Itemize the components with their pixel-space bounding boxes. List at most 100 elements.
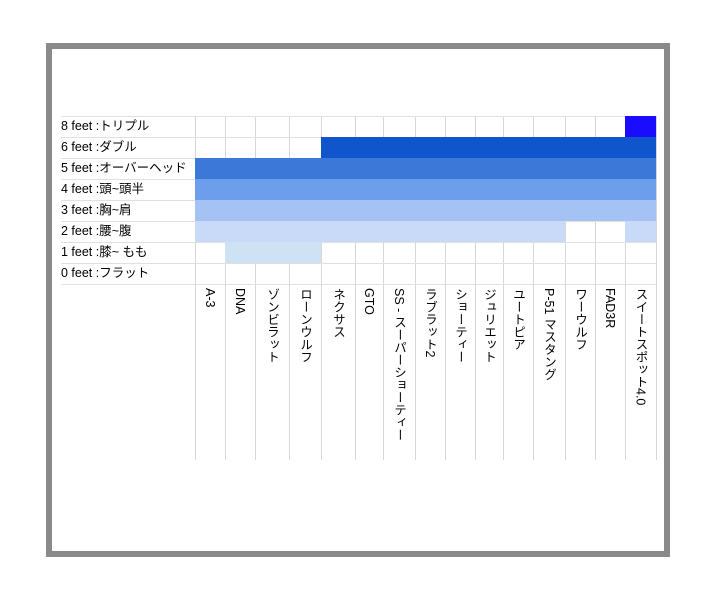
grid-line-vertical [355,116,356,460]
heatmap-cell [355,221,383,242]
heatmap-cell [595,200,625,221]
grid-line-vertical [656,116,657,460]
heatmap-cell [383,200,415,221]
column-label: FAD3R [603,288,617,329]
heatmap-cell [445,158,475,179]
heatmap-cell [475,158,503,179]
heatmap-cell [255,158,289,179]
column-label: A-3 [203,288,217,308]
heatmap-cell [225,158,255,179]
row-label: 3 feet :胸~肩 [61,203,132,217]
column-label: スイートスポット4.0 [633,288,648,406]
column-label: ゾンビラット [265,288,279,363]
heatmap-cell [255,242,289,263]
heatmap-cell [565,200,595,221]
column-label: ジュリエット [482,288,496,363]
heatmap-cell [503,158,533,179]
grid-line-vertical [225,116,226,460]
heatmap-cell [445,179,475,200]
heatmap-cell [289,200,321,221]
heatmap-cell [625,137,656,158]
heatmap-cell [415,179,445,200]
grid-line-vertical [195,116,196,460]
column-label: ショーティー [453,288,467,363]
row-label: 1 feet :膝~ もも [61,245,148,259]
column-label: DNA [233,288,247,315]
heatmap-cell [625,179,656,200]
heatmap-cell [255,200,289,221]
heatmap-cell [195,179,225,200]
heatmap-cell [503,200,533,221]
heatmap-cell [533,158,565,179]
grid-line-vertical [255,116,256,460]
heatmap-cell [289,221,321,242]
heatmap-cell [255,179,289,200]
heatmap-cell [533,200,565,221]
grid-line-vertical [625,116,626,460]
grid-line-vertical [503,116,504,460]
column-label: P-51 マスタング [542,288,556,381]
column-label: ユートピア [511,288,525,351]
row-label: 6 feet :ダブル [61,140,137,154]
heatmap-cell [225,242,255,263]
grid-line-vertical [289,116,290,460]
heatmap-cell [195,200,225,221]
grid-line-horizontal [61,242,656,243]
heatmap-cell [415,158,445,179]
grid-line-horizontal [61,263,656,264]
heatmap-cell [565,158,595,179]
grid-line-horizontal [61,284,656,285]
heatmap-cell [533,137,565,158]
column-label: SS - スーパーショーティー [392,288,406,441]
heatmap-cell [383,137,415,158]
heatmap-cell [625,200,656,221]
grid-line-vertical [565,116,566,460]
heatmap-cell [355,158,383,179]
grid-line-vertical [475,116,476,460]
heatmap-cell [383,179,415,200]
heatmap-cell [595,158,625,179]
heatmap-cell [533,221,565,242]
heatmap-cell [415,221,445,242]
column-label: ローンウルフ [298,288,312,363]
heatmap-cell [321,179,355,200]
heatmap-cell [383,158,415,179]
heatmap-cell [225,200,255,221]
row-label: 4 feet :頭~頭半 [61,182,145,196]
column-label: ネクサス [331,288,345,338]
heatmap-cell [475,137,503,158]
grid-line-vertical [445,116,446,460]
column-label: ラブラット2 [423,288,437,358]
grid-line-horizontal [61,116,656,117]
heatmap-cell [195,158,225,179]
heatmap-cell [321,221,355,242]
heatmap-cell [445,200,475,221]
grid-line-vertical [321,116,322,460]
grid-line-vertical [415,116,416,460]
heatmap-cell [415,137,445,158]
row-label: 2 feet :腰~腹 [61,224,132,238]
heatmap-cell [565,137,595,158]
heatmap-cell [445,137,475,158]
heatmap-cell [565,179,595,200]
grid-line-vertical [383,116,384,460]
heatmap-cell [475,179,503,200]
heatmap-cell [475,221,503,242]
heatmap-cell [503,179,533,200]
heatmap-cell [503,137,533,158]
row-label: 0 feet :フラット [61,266,150,280]
heatmap-cell [475,200,503,221]
heatmap-cell [289,242,321,263]
heatmap-cell [289,158,321,179]
heatmap-cell [289,179,321,200]
heatmap-cell [225,179,255,200]
heatmap-cell [595,179,625,200]
heatmap-cell [355,200,383,221]
heatmap-cell [321,137,355,158]
heatmap-cell [533,179,565,200]
heatmap-cell [503,221,533,242]
row-label: 8 feet :トリプル [61,119,150,133]
heatmap-cell [355,179,383,200]
heatmap-cell [445,221,475,242]
heatmap-cell [321,158,355,179]
